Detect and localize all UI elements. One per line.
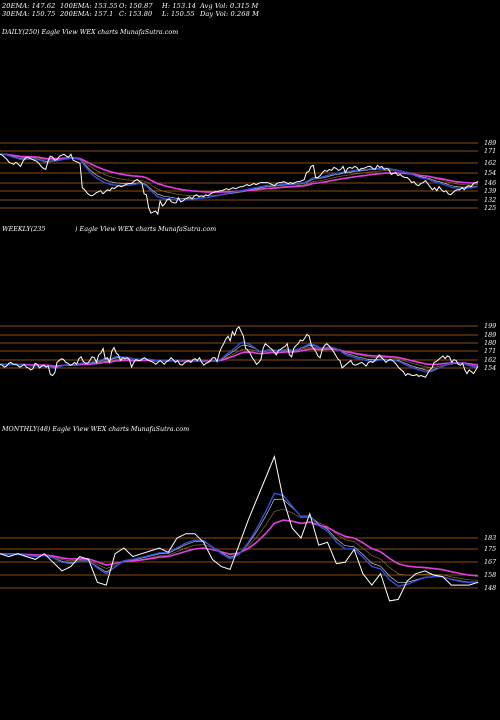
panel-title: MONTHLY(48) Eagle View WEX charts Munafa… bbox=[1, 425, 189, 433]
y-tick-label: 162 bbox=[484, 356, 496, 364]
y-tick-label: 183 bbox=[484, 534, 496, 542]
y-tick-label: 189 bbox=[484, 139, 496, 147]
y-tick-label: 180 bbox=[484, 339, 496, 347]
y-tick-label: 146 bbox=[484, 179, 496, 187]
ema-line-magenta bbox=[0, 348, 479, 368]
y-tick-label: 158 bbox=[484, 571, 496, 579]
chart-panel-2: WEEKLY(235 ) Eagle View WEX charts Munafa… bbox=[0, 225, 496, 378]
header-col-2: 100EMA: 153.55 200EMA: 157.1 bbox=[60, 2, 118, 18]
header-col-1: 20EMA: 147.62 30EMA: 150.75 bbox=[2, 2, 56, 18]
ema-line-magenta bbox=[0, 519, 479, 577]
chart-panel-1: DAILY(250) Eagle View WEX charts MunafaS… bbox=[0, 28, 496, 216]
ema-line-blue bbox=[0, 341, 479, 373]
y-tick-label: 139 bbox=[484, 187, 496, 195]
y-tick-label: 199 bbox=[484, 322, 496, 330]
ema-line-blue bbox=[0, 153, 479, 201]
price-line bbox=[0, 153, 479, 216]
price-line bbox=[0, 454, 479, 602]
chart-panel-3: MONTHLY(48) Eagle View WEX charts Munafa… bbox=[0, 425, 497, 602]
y-tick-label: 162 bbox=[484, 159, 496, 167]
y-tick-label: 125 bbox=[484, 204, 496, 212]
ema-line-grey bbox=[0, 153, 479, 199]
panel-title: DAILY(250) Eagle View WEX charts MunafaS… bbox=[1, 28, 178, 36]
header-col-5: Avg Vol: 0.315 M Day Vol: 0.268 M bbox=[200, 2, 259, 18]
ema-line-grey bbox=[0, 344, 478, 371]
y-tick-label: 132 bbox=[484, 196, 496, 204]
y-tick-label: 154 bbox=[484, 364, 496, 372]
y-tick-label: 154 bbox=[484, 169, 496, 177]
y-tick-label: 189 bbox=[484, 331, 496, 339]
panel-title-suffix: ) Eagle View WEX charts MunafaSutra.com bbox=[74, 225, 216, 233]
ema-line-grey bbox=[0, 498, 479, 584]
y-tick-label: 171 bbox=[484, 347, 496, 355]
y-tick-label: 171 bbox=[484, 147, 496, 155]
ema-line-brown bbox=[0, 153, 479, 197]
price-line bbox=[0, 326, 479, 378]
y-tick-label: 167 bbox=[484, 558, 497, 566]
ema-line-blue bbox=[0, 492, 479, 587]
header-col-4: H: 153.14 L: 150.55 bbox=[162, 2, 197, 18]
y-tick-label: 148 bbox=[484, 584, 496, 592]
header-col-3: O: 150.87 C: 153.80 bbox=[119, 2, 153, 18]
y-tick-label: 175 bbox=[484, 545, 496, 553]
panel-title: WEEKLY(235 bbox=[2, 225, 45, 233]
